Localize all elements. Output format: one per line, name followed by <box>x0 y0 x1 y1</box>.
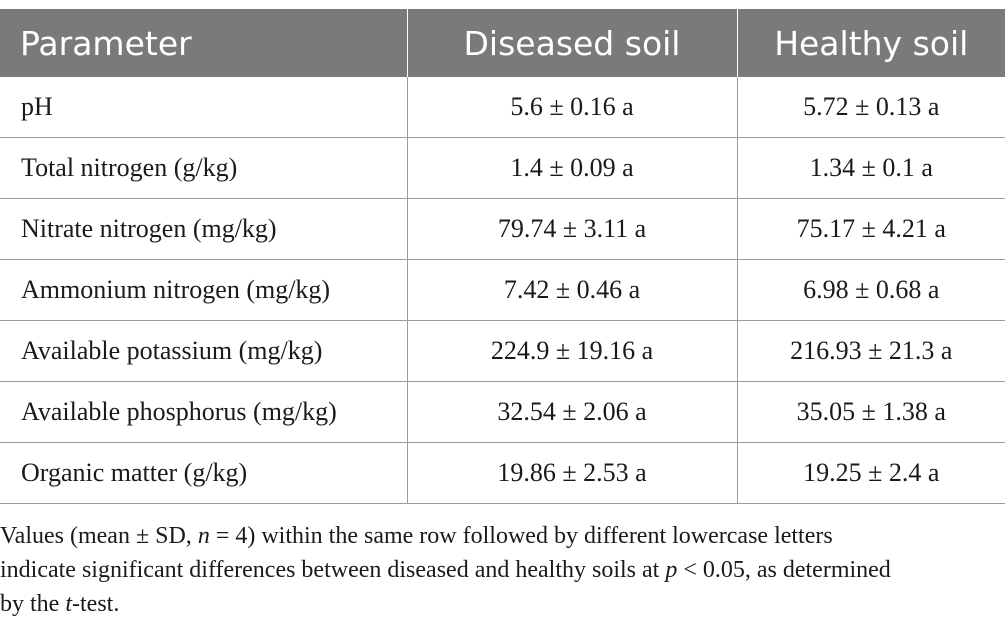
healthy-value-cell: 216.93 ± 21.3 a <box>736 320 1005 382</box>
healthy-value-cell: 19.25 ± 2.4 a <box>736 442 1005 504</box>
healthy-value-cell: 6.98 ± 0.68 a <box>736 259 1005 321</box>
soil-properties-table: Parameter Diseased soil Healthy soil pH … <box>0 9 1005 504</box>
table-row: Total nitrogen (g/kg) 1.4 ± 0.09 a 1.34 … <box>0 137 1005 199</box>
diseased-value-cell: 19.86 ± 2.53 a <box>406 442 737 504</box>
table-header-row: Parameter Diseased soil Healthy soil <box>0 9 1005 77</box>
header-parameter: Parameter <box>0 9 407 77</box>
footnote-text: indicate significant differences between… <box>0 557 666 583</box>
table-row: Organic matter (g/kg) 19.86 ± 2.53 a 19.… <box>0 442 1005 504</box>
parameter-cell: Ammonium nitrogen (mg/kg) <box>0 259 407 321</box>
header-healthy-soil: Healthy soil <box>736 9 1005 77</box>
diseased-value-cell: 79.74 ± 3.11 a <box>406 198 737 260</box>
parameter-cell: pH <box>0 77 407 138</box>
header-diseased-soil: Diseased soil <box>406 9 737 77</box>
healthy-value-cell: 35.05 ± 1.38 a <box>736 381 1005 443</box>
healthy-value-cell: 5.72 ± 0.13 a <box>736 77 1005 138</box>
parameter-cell: Total nitrogen (g/kg) <box>0 137 407 199</box>
footnote-text: by the <box>0 591 66 617</box>
footnote-p-variable: p <box>665 557 678 583</box>
table-row: Available potassium (mg/kg) 224.9 ± 19.1… <box>0 320 1005 382</box>
parameter-cell: Organic matter (g/kg) <box>0 442 407 504</box>
footnote-text: = 4) within the same row followed by dif… <box>209 523 833 549</box>
table-row: Nitrate nitrogen (mg/kg) 79.74 ± 3.11 a … <box>0 198 1005 260</box>
table-row: pH 5.6 ± 0.16 a 5.72 ± 0.13 a <box>0 77 1005 138</box>
parameter-cell: Available phosphorus (mg/kg) <box>0 381 407 443</box>
footnote-t-variable: t <box>65 591 72 617</box>
parameter-cell: Nitrate nitrogen (mg/kg) <box>0 198 407 260</box>
footnote-text: < 0.05, as determined <box>677 557 891 583</box>
soil-properties-table-container: Parameter Diseased soil Healthy soil pH … <box>0 9 1005 504</box>
diseased-value-cell: 224.9 ± 19.16 a <box>406 320 737 382</box>
table-footnote: Values (mean ± SD, n = 4) within the sam… <box>0 519 1000 621</box>
diseased-value-cell: 7.42 ± 0.46 a <box>406 259 737 321</box>
diseased-value-cell: 5.6 ± 0.16 a <box>406 77 737 138</box>
footnote-n-variable: n <box>197 523 210 549</box>
healthy-value-cell: 75.17 ± 4.21 a <box>736 198 1005 260</box>
diseased-value-cell: 1.4 ± 0.09 a <box>406 137 737 199</box>
footnote-text: Values (mean ± SD, <box>0 523 198 549</box>
footnote-text: -test. <box>72 591 120 617</box>
parameter-cell: Available potassium (mg/kg) <box>0 320 407 382</box>
healthy-value-cell: 1.34 ± 0.1 a <box>736 137 1005 199</box>
table-row: Available phosphorus (mg/kg) 32.54 ± 2.0… <box>0 381 1005 443</box>
diseased-value-cell: 32.54 ± 2.06 a <box>406 381 737 443</box>
table-row: Ammonium nitrogen (mg/kg) 7.42 ± 0.46 a … <box>0 259 1005 321</box>
